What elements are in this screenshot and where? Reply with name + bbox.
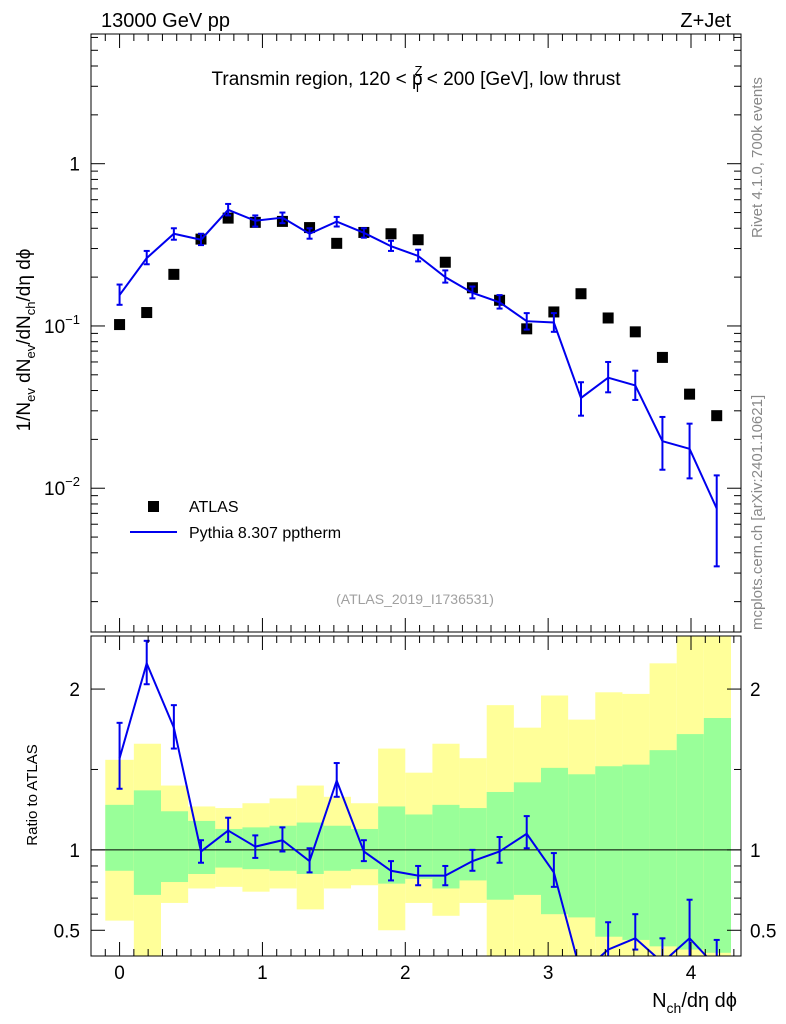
data-point (114, 319, 126, 331)
data-point (575, 288, 587, 300)
legend-mc-label: Pythia 8.307 pptherm (189, 525, 341, 542)
analysis-watermark: (ATLAS_2019_I1736531) (336, 591, 494, 607)
plot-title-sup: Z (415, 63, 423, 78)
data-point (439, 256, 451, 268)
data-point (168, 268, 180, 280)
data-point (711, 410, 723, 422)
band-inner (703, 718, 731, 953)
main-y-tick-label: 10−1 (44, 312, 80, 338)
x-tick-label: 1 (257, 963, 268, 984)
data-point (385, 228, 397, 240)
data-point (656, 351, 668, 363)
main-y-tick-label: 1 (69, 155, 80, 176)
data-point (412, 234, 424, 246)
data-point (684, 388, 696, 400)
band-inner (105, 804, 134, 871)
ratio-y-tick-label-left: 0.5 (54, 921, 80, 942)
band-inner (649, 750, 677, 947)
main-y-tick-label: 10−2 (44, 474, 80, 500)
legend-data-marker (148, 501, 159, 512)
header-left: 13000 GeV pp (101, 10, 230, 32)
data-point (602, 312, 614, 324)
ratio-panel-frame (90, 635, 742, 957)
band-inner (323, 825, 351, 871)
header-right: Z+Jet (680, 10, 731, 32)
x-tick-label: 2 (400, 963, 411, 984)
ratio-y-tick-label-left: 2 (69, 680, 80, 701)
band-inner (595, 766, 623, 937)
band-inner (622, 764, 650, 940)
data-point (331, 237, 343, 249)
main-ylabel: 1/Nev dNev/dNch/dη dϕ (14, 249, 38, 432)
x-tick-label: 4 (686, 963, 697, 984)
legend-data-label: ATLAS (189, 499, 239, 516)
x-axis-label: Nch/dη dϕ (652, 990, 737, 1016)
data-point (548, 306, 560, 318)
plot-title-pre: Transmin region, 120 < p (211, 69, 422, 90)
ratio-ylabel: Ratio to ATLAS (24, 744, 41, 845)
ratio-y-tick-label-right: 1 (750, 841, 761, 862)
side-label-top: Rivet 4.1.0, 700k events (749, 77, 766, 238)
side-label-bottom: mcplots.cern.ch [arXiv:2401.10621] (749, 395, 766, 630)
band-inner (133, 790, 161, 895)
ratio-y-tick-label-right: 2 (750, 680, 761, 701)
data-point (222, 212, 234, 224)
data-point (629, 326, 641, 338)
ratio-y-tick-label-left: 1 (69, 841, 80, 862)
band-inner (568, 774, 596, 918)
main-panel-frame (90, 33, 742, 633)
band-inner (161, 811, 189, 883)
plot-title-sub: T (413, 80, 421, 95)
data-point (141, 307, 153, 319)
x-tick-label: 0 (114, 963, 125, 984)
ratio-y-tick-label-right: 0.5 (750, 921, 776, 942)
x-tick-label: 3 (543, 963, 554, 984)
plot-title: Transmin region, 120 < pZ T < 200 [GeV], … (211, 63, 621, 95)
plot-title-post: < 200 [GeV], low thrust (421, 69, 621, 90)
band-inner (541, 767, 569, 915)
